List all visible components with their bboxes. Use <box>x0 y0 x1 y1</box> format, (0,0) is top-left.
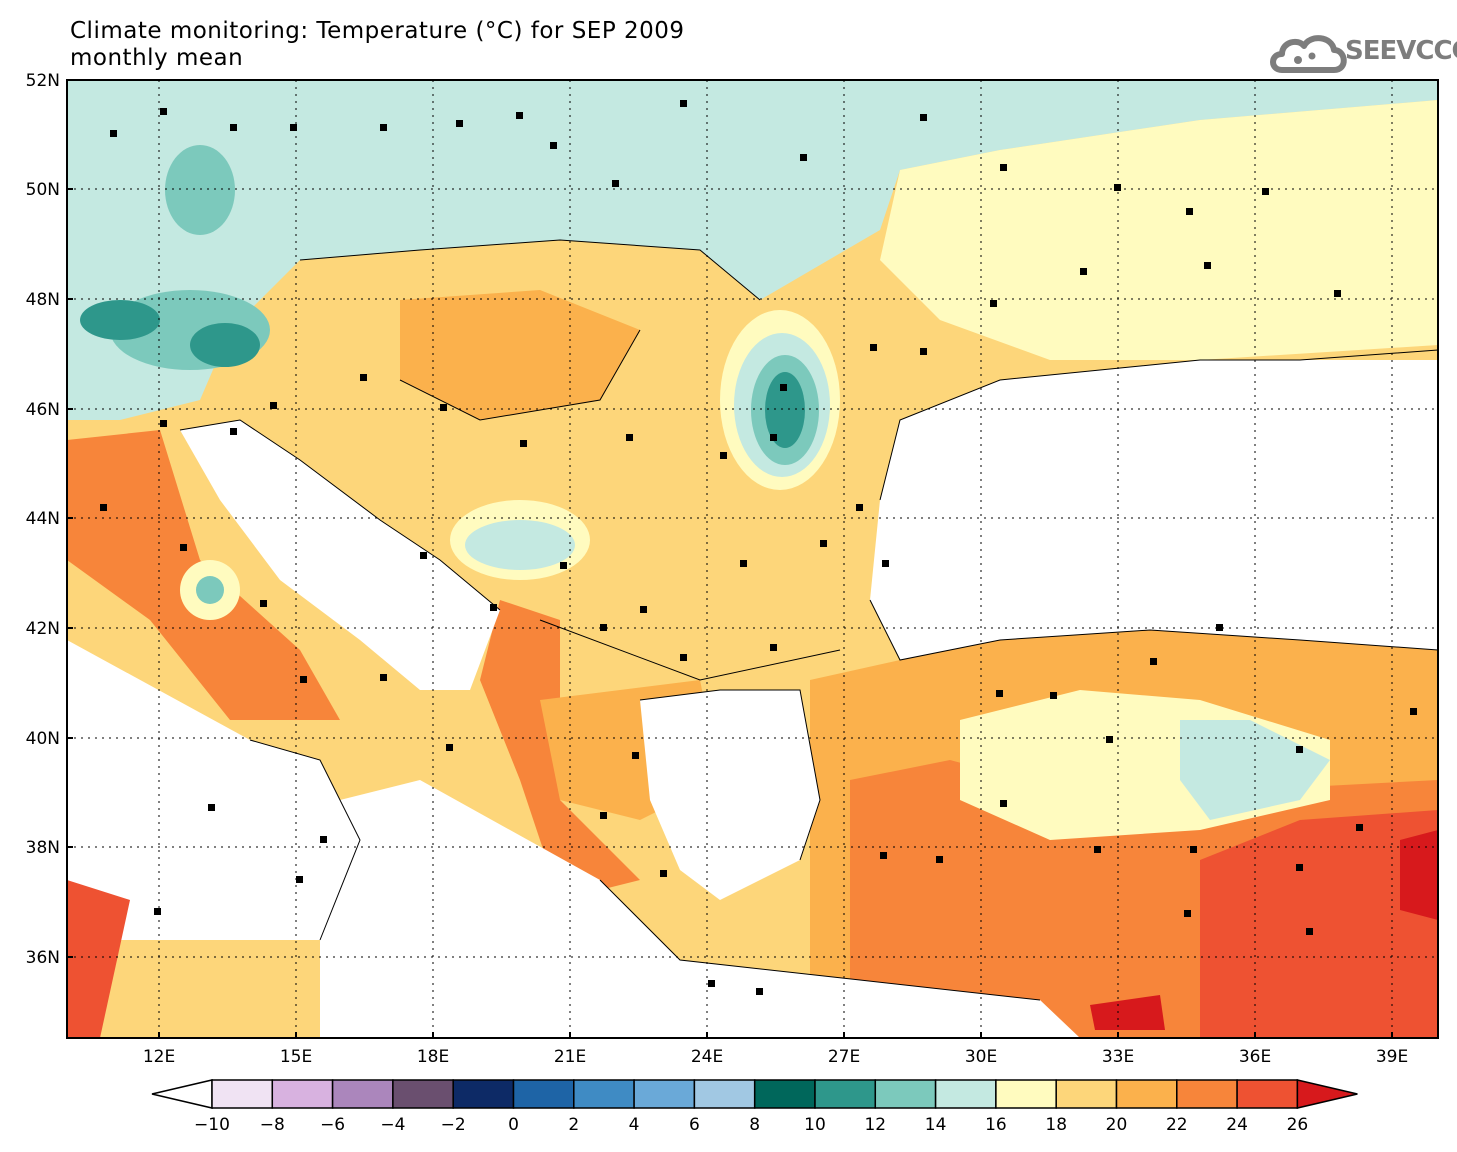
colorbar-label: 4 <box>629 1115 640 1135</box>
logo-text: SEEVCCC <box>1345 36 1457 66</box>
colorbar-label: 6 <box>689 1115 700 1135</box>
colorbar-label: 16 <box>985 1115 1007 1135</box>
colorbar-label: −2 <box>441 1115 466 1135</box>
colorbar-bin <box>1176 1079 1238 1109</box>
lon-label: 36E <box>1239 1047 1271 1067</box>
lat-label: 44N <box>26 509 60 529</box>
colorbar-bin <box>874 1079 937 1109</box>
colorbar-bin <box>934 1079 997 1109</box>
colorbar-bin <box>211 1079 274 1109</box>
map-title: Climate monitoring: Temperature (°C) for… <box>70 18 685 44</box>
colorbar-label: 0 <box>508 1115 519 1135</box>
colorbar-bin <box>1055 1079 1118 1109</box>
colorbar-label: 2 <box>568 1115 579 1135</box>
lon-label: 21E <box>554 1047 586 1067</box>
colorbar-label: 14 <box>925 1115 947 1135</box>
colorbar-bin <box>573 1079 635 1109</box>
map-frame <box>66 79 1439 1039</box>
colorbar-bin <box>512 1079 575 1109</box>
colorbar-label: −8 <box>260 1115 285 1135</box>
colorbar-label: 8 <box>749 1115 760 1135</box>
cloud-logo-icon <box>1270 35 1347 73</box>
lat-label: 50N <box>26 180 60 200</box>
lat-label: 36N <box>26 948 60 968</box>
colorbar: −10 −8 −6 −4 −2 0 2 4 6 8 10 12 14 16 18 20 22 24 26 <box>151 1079 1358 1135</box>
lon-label: 33E <box>1102 1047 1134 1067</box>
lon-label: 27E <box>828 1047 860 1067</box>
lat-label: 40N <box>26 729 60 749</box>
colorbar-bin <box>392 1079 454 1109</box>
colorbar-label: 26 <box>1287 1115 1309 1135</box>
lat-label: 42N <box>26 619 60 639</box>
colorbar-bin <box>753 1079 816 1109</box>
temperature-field <box>67 80 1438 1038</box>
colorbar-label: −4 <box>380 1115 405 1135</box>
colorbar-bin <box>693 1079 756 1109</box>
colorbar-bin <box>814 1079 877 1109</box>
lon-label: 39E <box>1376 1047 1408 1067</box>
coastlines <box>179 239 1439 1001</box>
colorbar-bin <box>633 1079 696 1109</box>
colorbar-bin <box>452 1079 515 1109</box>
colorbar-low-arrow <box>151 1079 213 1109</box>
lon-label: 30E <box>965 1047 997 1067</box>
lat-label: 52N <box>26 71 60 91</box>
lon-label: 12E <box>143 1047 175 1067</box>
colorbar-label: 10 <box>804 1115 826 1135</box>
colorbar-label: 20 <box>1106 1115 1128 1135</box>
colorbar-bin <box>271 1079 334 1109</box>
map-subtitle: monthly mean <box>70 45 244 71</box>
colorbar-label: 12 <box>864 1115 886 1135</box>
colorbar-label: −10 <box>194 1115 230 1135</box>
lon-label: 15E <box>280 1047 312 1067</box>
colorbar-high-arrow <box>1296 1079 1358 1109</box>
colorbar-label: 18 <box>1045 1115 1067 1135</box>
colorbar-bin <box>995 1079 1057 1109</box>
colorbar-bin <box>1236 1079 1299 1109</box>
colorbar-bin <box>1115 1079 1178 1109</box>
station-markers <box>100 100 1417 995</box>
lat-label: 38N <box>26 838 60 858</box>
gridlines <box>67 80 1438 1038</box>
lat-label: 46N <box>26 400 60 420</box>
lat-label: 48N <box>26 290 60 310</box>
lon-label: 24E <box>691 1047 723 1067</box>
lon-label: 18E <box>417 1047 449 1067</box>
colorbar-bin <box>331 1079 394 1109</box>
colorbar-label: 22 <box>1166 1115 1188 1135</box>
colorbar-label: 24 <box>1226 1115 1248 1135</box>
colorbar-label: −6 <box>320 1115 345 1135</box>
